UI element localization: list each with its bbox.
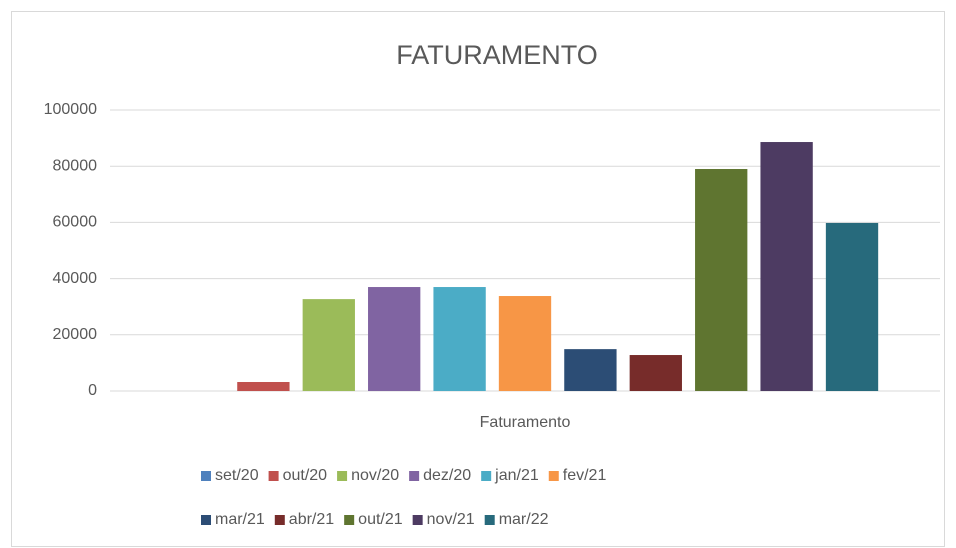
bar [433, 287, 486, 391]
legend-label: set/20 [215, 467, 259, 484]
y-tick-label: 40000 [53, 270, 98, 287]
bar [695, 169, 748, 391]
legend-label: fev/21 [563, 467, 607, 484]
bar [302, 299, 355, 391]
bar [498, 296, 552, 391]
legend-swatch [274, 515, 285, 525]
chart-title: FATURAMENTO [396, 40, 598, 70]
y-tick-label: 60000 [53, 214, 98, 231]
y-tick-label: 0 [88, 382, 97, 399]
legend-swatch [481, 471, 492, 481]
legend-swatch [484, 515, 495, 525]
bar [825, 222, 879, 391]
legend-label: mar/22 [499, 511, 549, 528]
legend-label: jan/21 [494, 467, 539, 484]
legend-swatch [201, 471, 211, 481]
legend-swatch [337, 471, 348, 481]
x-tick-label: Faturamento [480, 414, 571, 431]
bar [368, 287, 421, 391]
legend-label: nov/21 [427, 511, 475, 528]
bar [237, 382, 290, 391]
y-tick-label: 80000 [53, 157, 98, 174]
legend-label: nov/20 [351, 467, 399, 484]
legend-swatch [344, 515, 355, 525]
legend-label: out/21 [358, 511, 403, 528]
legend-swatch [268, 471, 279, 481]
legend-label: out/20 [283, 467, 328, 484]
legend-swatch [548, 471, 559, 481]
legend-swatch [412, 515, 423, 525]
legend-swatch [409, 471, 420, 481]
legend-label: mar/21 [215, 511, 265, 528]
legend-swatch [201, 515, 211, 525]
bar [564, 349, 617, 391]
bar [760, 142, 813, 391]
legend-label: abr/21 [289, 511, 334, 528]
bar [629, 355, 682, 391]
y-tick-label: 20000 [53, 326, 98, 343]
y-tick-label: 100000 [44, 101, 97, 118]
legend-label: dez/20 [423, 467, 471, 484]
